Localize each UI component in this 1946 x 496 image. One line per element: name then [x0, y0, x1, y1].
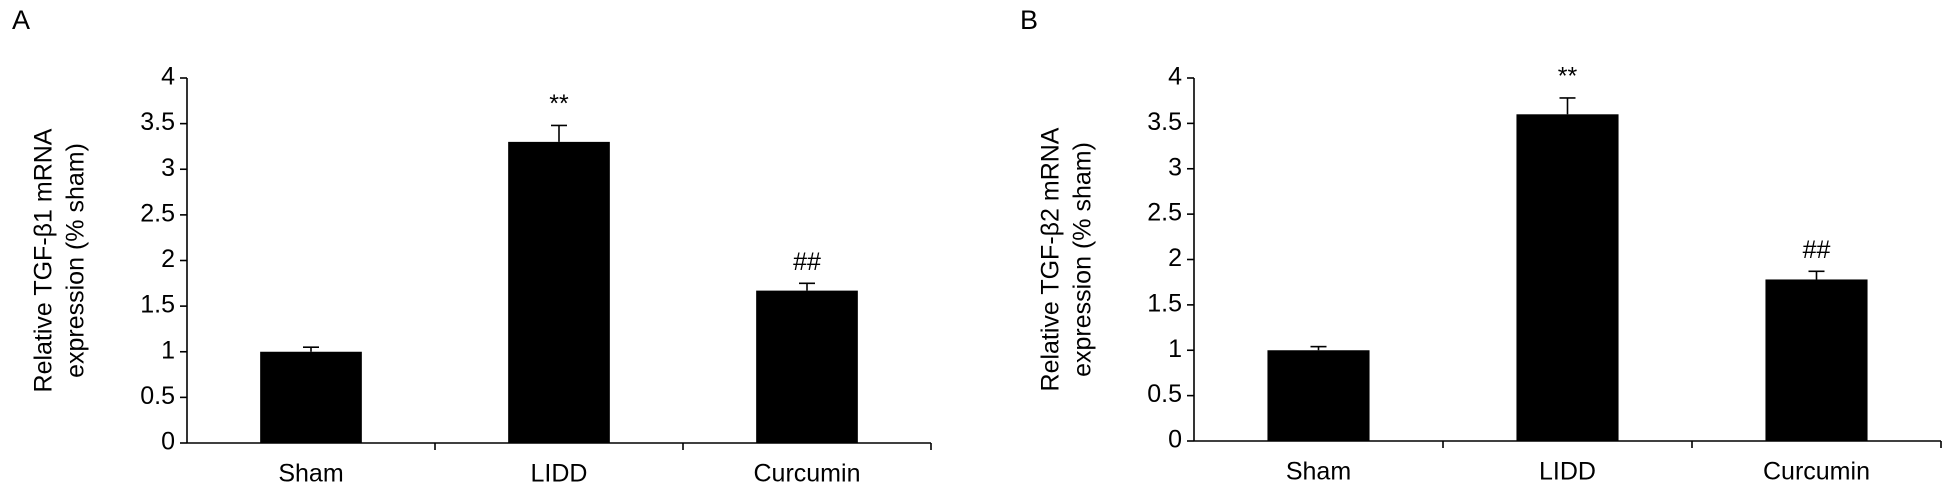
annotation: ** [1558, 63, 1578, 91]
y-tick-label: 2 [161, 245, 175, 273]
panel-label: A [12, 5, 30, 35]
bar [260, 351, 362, 443]
bar [1516, 114, 1619, 442]
x-tick-label: Sham [278, 460, 343, 488]
y-tick-label: 1.5 [140, 291, 175, 319]
x-tick-label: LIDD [1539, 458, 1596, 486]
y-tick-label: 0.5 [140, 382, 175, 410]
y-axis-label: Relative TGF-β1 mRNA [30, 128, 58, 392]
y-tick-label: 0.5 [1147, 380, 1182, 408]
bar [756, 290, 858, 443]
y-tick-label: 2.5 [140, 199, 175, 227]
y-axis-label: Relative TGF-β2 mRNA [1037, 127, 1065, 391]
y-axis-label: expression (% sham) [62, 143, 90, 378]
annotation: ## [793, 248, 821, 276]
panel-label: B [1020, 5, 1038, 35]
y-tick-label: 3 [161, 154, 175, 182]
x-tick-label: LIDD [531, 460, 588, 488]
y-tick-label: 2 [1168, 244, 1182, 272]
y-tick-label: 0 [161, 428, 175, 456]
x-tick-label: Sham [1286, 458, 1351, 486]
y-axis-label: expression (% sham) [1069, 142, 1097, 377]
y-tick-label: 3.5 [1147, 108, 1182, 136]
bar [1765, 279, 1868, 441]
x-tick-label: Curcumin [754, 460, 861, 488]
y-tick-label: 4 [1168, 63, 1182, 91]
y-tick-label: 0 [1168, 426, 1182, 454]
y-tick-label: 1 [1168, 335, 1182, 363]
bar [508, 141, 610, 443]
bar [1267, 350, 1370, 441]
y-tick-label: 1.5 [1147, 289, 1182, 317]
y-tick-label: 3.5 [140, 108, 175, 136]
annotation: ** [549, 90, 569, 118]
y-tick-label: 1 [161, 336, 175, 364]
y-tick-label: 2.5 [1147, 199, 1182, 227]
x-tick-label: Curcumin [1763, 458, 1870, 486]
y-tick-label: 4 [161, 63, 175, 91]
y-tick-label: 3 [1168, 153, 1182, 181]
annotation: ## [1803, 236, 1831, 264]
